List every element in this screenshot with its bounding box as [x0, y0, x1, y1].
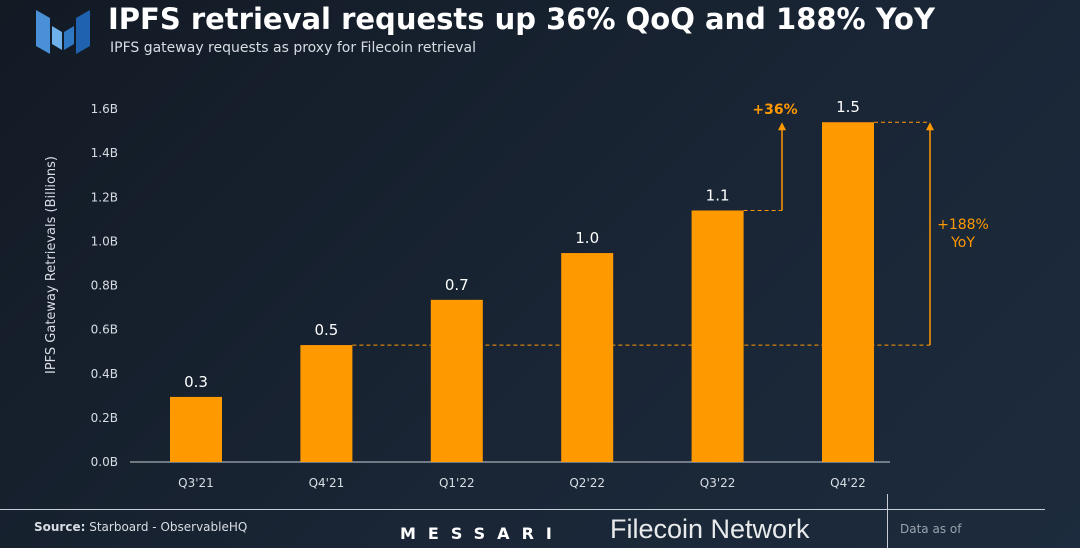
data-label: 0.5 — [314, 321, 338, 339]
source-label: Source: — [34, 520, 86, 534]
x-tick-label: Q3'21 — [178, 476, 214, 490]
data-label: 1.1 — [706, 186, 730, 204]
y-tick-label: 0.6B — [91, 323, 118, 337]
y-tick-label: 1.0B — [91, 234, 118, 248]
y-axis-label: IPFS Gateway Retrievals (Billions) — [44, 156, 59, 374]
messari-logo — [36, 6, 92, 58]
x-tick-label: Q2'22 — [569, 476, 605, 490]
yoy-annotation: +188% — [937, 217, 989, 233]
y-tick-label: 0.0B — [91, 455, 118, 469]
qoq-annotation: +36% — [752, 102, 797, 118]
page-subtitle: IPFS gateway requests as proxy for Filec… — [110, 40, 476, 56]
y-tick-label: 1.4B — [91, 146, 118, 160]
bar — [430, 299, 483, 462]
yoy-annotation-label: YoY — [950, 235, 975, 251]
messari-brand: MESSARI — [400, 524, 564, 543]
footer-vertical-divider — [887, 494, 888, 548]
bar — [170, 396, 222, 462]
x-tick-label: Q4'22 — [830, 476, 866, 490]
y-tick-label: 1.6B — [91, 102, 118, 116]
data-label: 1.5 — [836, 98, 860, 116]
y-tick-label: 0.8B — [91, 279, 118, 293]
yoy-arrowhead — [926, 122, 934, 131]
x-tick-label: Q3'22 — [700, 476, 736, 490]
x-tick-label: Q1'22 — [439, 476, 475, 490]
data-label: 0.7 — [445, 276, 469, 294]
bar — [561, 253, 614, 462]
bar — [300, 345, 353, 462]
data-label: 0.3 — [184, 373, 208, 391]
data-label: 1.0 — [575, 229, 599, 247]
source-text: Starboard - ObservableHQ — [85, 520, 248, 534]
footer-divider — [0, 509, 1045, 510]
watermark: Filecoin Network — [610, 514, 810, 544]
qoq-arrowhead — [778, 122, 786, 131]
y-tick-label: 0.2B — [91, 411, 118, 425]
source-note: Source: Starboard - ObservableHQ — [34, 520, 247, 534]
bar — [691, 210, 744, 462]
y-tick-label: 0.4B — [91, 367, 118, 381]
y-tick-label: 1.2B — [91, 190, 118, 204]
page-title: IPFS retrieval requests up 36% QoQ and 1… — [108, 2, 935, 36]
x-tick-label: Q4'21 — [309, 476, 345, 490]
bar — [822, 122, 874, 463]
date-as-of: Data as of — [900, 522, 962, 536]
